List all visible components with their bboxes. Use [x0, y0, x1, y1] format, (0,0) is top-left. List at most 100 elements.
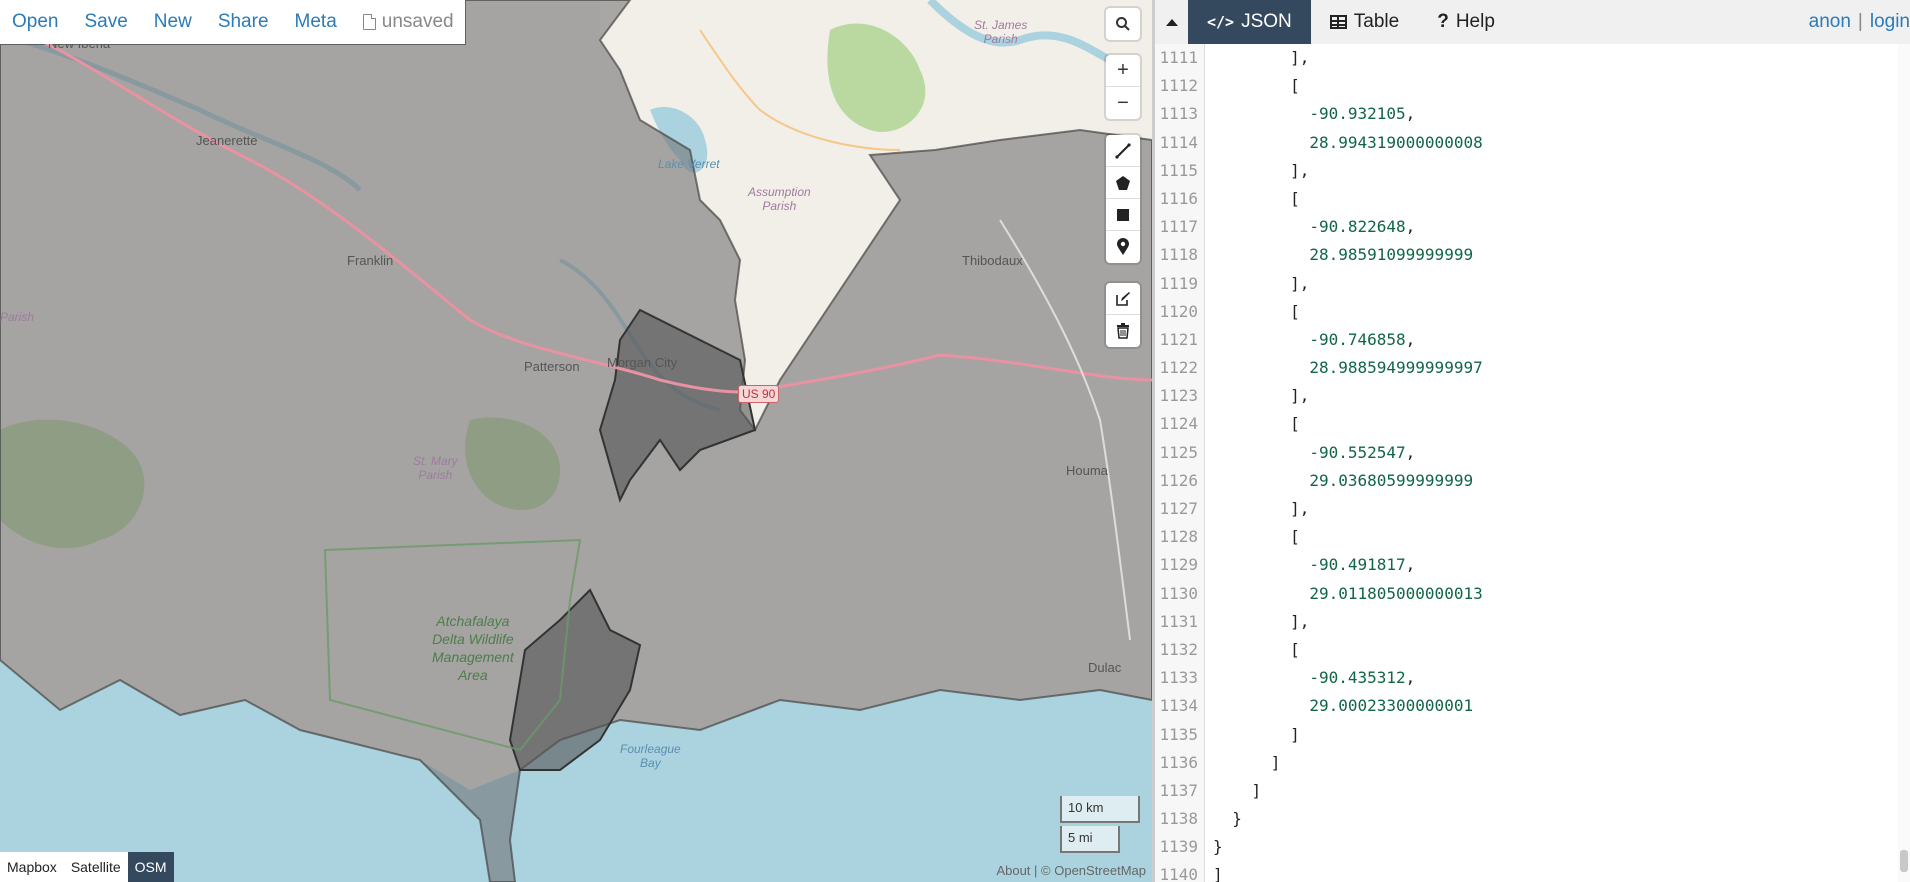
code-line: ], [1213, 495, 1910, 523]
code-indent [1213, 161, 1290, 180]
zoom-out-icon: − [1117, 91, 1129, 114]
delete-icon [1117, 323, 1129, 339]
search-button[interactable] [1106, 8, 1140, 40]
code-indent [1213, 527, 1290, 546]
osm-attribution-link[interactable]: © OpenStreetMap [1041, 863, 1146, 878]
anon-user-link[interactable]: anon [1808, 11, 1851, 32]
place-patterson: Patterson [524, 359, 580, 374]
place-morgan-city: Morgan City [607, 355, 678, 370]
line-number: 1125 [1159, 442, 1198, 462]
code-indent [1213, 753, 1271, 772]
code-line: 28.988594999999997 [1213, 354, 1910, 382]
tab-json[interactable]: </> JSON [1188, 0, 1311, 44]
code-indent [1213, 555, 1309, 574]
line-number: 1116 [1159, 188, 1198, 208]
line-number: 1140 [1159, 865, 1198, 882]
line-number: 1132 [1159, 639, 1198, 659]
share-button[interactable]: Share [217, 11, 269, 32]
code-indent [1213, 668, 1309, 687]
line-number: 1127 [1159, 499, 1198, 518]
code-indent [1213, 189, 1290, 208]
code-indent [1213, 471, 1309, 490]
draw-line-icon [1115, 142, 1131, 159]
save-button[interactable]: Save [84, 11, 128, 32]
place-dulac: Dulac [1088, 660, 1122, 675]
draw-marker-button[interactable] [1106, 231, 1140, 263]
code-indent [1213, 386, 1290, 405]
code-line: ], [1213, 270, 1910, 298]
line-number: 1129 [1159, 555, 1198, 575]
code-line: ] [1213, 749, 1910, 777]
layer-mapbox[interactable]: Mapbox [7, 859, 57, 875]
draw-rectangle-button[interactable] [1106, 199, 1140, 231]
search-icon [1116, 17, 1130, 31]
code-line: 29.00023300000001 [1213, 692, 1910, 720]
code-number: 29.011805000000013 [1309, 583, 1483, 603]
line-number: 1135 [1159, 724, 1198, 744]
code-number: -90.822648 [1309, 217, 1406, 237]
code-line: ] [1213, 721, 1910, 749]
code-line: ], [1213, 608, 1910, 636]
code-indent [1213, 104, 1309, 123]
login-link[interactable]: login [1869, 11, 1910, 32]
code-punctuation: [ [1290, 414, 1300, 434]
scale-bar-mi: 5 mi [1060, 826, 1120, 853]
edit-layers-button[interactable] [1106, 283, 1140, 315]
code-punctuation: [ [1290, 527, 1300, 547]
code-number: 28.98591099999999 [1309, 245, 1474, 265]
line-number-gutter: 1111 1112 1113 1114 1115 1116 1117 1118 1119 1120… [1155, 44, 1205, 882]
zoom-out-button[interactable]: − [1106, 87, 1140, 119]
code-line: -90.491817, [1213, 551, 1910, 579]
place-atchafalaya-delta-wma: Atchafalaya Delta Wildlife Management Ar… [432, 613, 514, 683]
zoom-in-button[interactable]: + [1106, 55, 1140, 87]
scale-bar-km: 10 km [1060, 796, 1140, 823]
code-indent [1213, 725, 1290, 744]
collapse-panel-button[interactable] [1155, 0, 1188, 44]
code-punctuation: ], [1290, 611, 1310, 631]
json-editor[interactable]: 1111 1112 1113 1114 1115 1116 1117 1118 1119 1120… [1155, 44, 1910, 882]
save-status-label: unsaved [381, 11, 454, 32]
place-lake-verret: Lake Verret [658, 157, 720, 171]
edit-icon [1116, 291, 1130, 306]
code-punctuation: [ [1290, 639, 1300, 659]
code-indent [1213, 358, 1309, 377]
layer-osm[interactable]: OSM [127, 852, 174, 882]
line-number: 1115 [1159, 160, 1198, 180]
meta-button[interactable]: Meta [294, 11, 337, 32]
code-line: ] [1213, 777, 1910, 805]
line-number: 1118 [1159, 245, 1198, 265]
about-link[interactable]: About [996, 863, 1031, 878]
delete-layers-button[interactable] [1106, 315, 1140, 347]
place-st-mary-parish: St. Mary Parish [413, 454, 458, 482]
code-line: [ [1213, 636, 1910, 664]
code-line: } [1213, 805, 1910, 833]
code-line: } [1213, 833, 1910, 861]
code-area[interactable]: ], [ -90.932105, 28.994319000000008 ], [… [1213, 44, 1910, 882]
map-view[interactable]: New Iberia Jeanerette Franklin Parish Pa… [0, 0, 1152, 882]
code-punctuation: [ [1290, 301, 1300, 321]
route-shield-us90: US 90 [738, 385, 780, 403]
new-button[interactable]: New [153, 11, 192, 32]
open-button[interactable]: Open [12, 11, 59, 32]
layer-satellite[interactable]: Satellite [70, 859, 121, 875]
editor-scrollbar[interactable] [1898, 44, 1910, 882]
draw-line-button[interactable] [1106, 135, 1140, 167]
auth-links: anon | login [1809, 0, 1910, 44]
file-menubar: Open Save New Share Meta unsaved [0, 0, 465, 44]
line-number: 1113 [1159, 104, 1198, 124]
code-indent [1213, 302, 1290, 321]
code-punctuation: [ [1290, 76, 1300, 96]
line-number: 1123 [1159, 386, 1198, 406]
draw-polygon-button[interactable] [1106, 167, 1140, 199]
code-icon: </> [1207, 13, 1235, 31]
scrollbar-thumb[interactable] [1900, 850, 1908, 872]
place-franklin: Franklin [347, 253, 394, 268]
line-number: 1138 [1159, 809, 1198, 829]
map-attribution: About | © OpenStreetMap [996, 863, 1146, 878]
tab-table[interactable]: Table [1311, 0, 1418, 44]
tab-help[interactable]: ? Help [1418, 0, 1514, 44]
code-indent [1213, 584, 1309, 603]
code-punctuation: } [1232, 809, 1242, 829]
tab-table-label: Table [1353, 11, 1400, 32]
place-st-james-parish: St. James Parish [974, 18, 1028, 46]
